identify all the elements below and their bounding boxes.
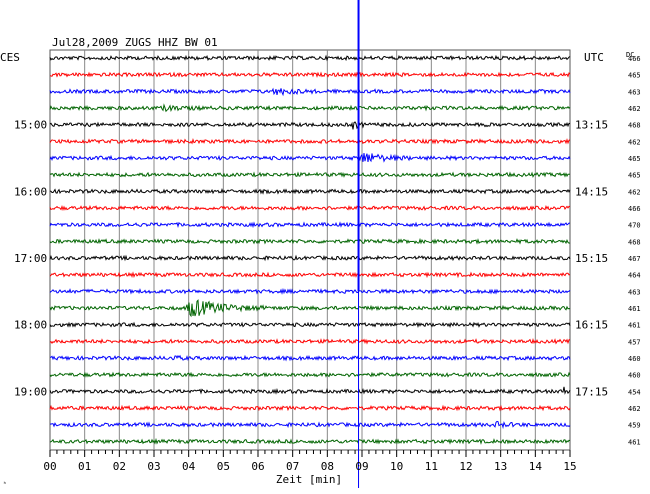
dc-value: 462 <box>628 405 641 413</box>
x-tick-label: 06 <box>251 460 264 473</box>
dc-header-label: DC <box>626 51 634 59</box>
dc-value: 465 <box>628 172 641 180</box>
trace-line <box>49 71 571 78</box>
trace-line <box>49 404 571 412</box>
x-tick-label: 07 <box>286 460 299 473</box>
dc-value: 454 <box>628 388 641 396</box>
x-tick-label: 04 <box>182 460 196 473</box>
trace-line <box>49 420 571 430</box>
dc-value: 461 <box>628 305 641 313</box>
trace-line <box>49 171 571 178</box>
trace-line <box>49 271 571 279</box>
x-tick-label: 15 <box>563 460 576 473</box>
right-time-label: 17:15 <box>575 385 608 398</box>
left-time-label: 19:00 <box>14 385 47 398</box>
dc-value: 468 <box>628 238 641 246</box>
trace-line <box>49 254 571 262</box>
trace-group <box>49 0 571 488</box>
right-time-label: 13:15 <box>575 119 608 132</box>
x-axis-label: Zeit [min] <box>276 473 342 486</box>
x-tick-label: 09 <box>355 460 368 473</box>
dc-value: 460 <box>628 355 641 363</box>
x-tick-label: 10 <box>390 460 403 473</box>
dc-value: 468 <box>628 122 641 130</box>
right-time-label: 15:15 <box>575 252 608 265</box>
x-tick-label: 11 <box>425 460 438 473</box>
trace-line <box>49 188 571 195</box>
right-timezone-label: UTC <box>584 51 604 64</box>
dc-value: 460 <box>628 372 641 380</box>
x-tick-label: 08 <box>321 460 334 473</box>
dc-value: 459 <box>628 422 641 430</box>
dc-value: 465 <box>628 72 641 80</box>
grid <box>49 49 571 451</box>
x-tick-label: 13 <box>494 460 507 473</box>
dc-value: 462 <box>628 138 641 146</box>
trace-line <box>49 299 571 318</box>
trace-line <box>49 120 571 130</box>
x-tick-label: 05 <box>217 460 230 473</box>
trace-line <box>49 103 571 113</box>
x-tick-label: 03 <box>147 460 160 473</box>
x-tick-label: 01 <box>78 460 91 473</box>
trace-line <box>49 437 571 445</box>
x-tick-label: 14 <box>529 460 543 473</box>
dc-value: 461 <box>628 322 641 330</box>
trace-line <box>49 221 570 229</box>
trace-line <box>49 237 571 245</box>
dc-value: 461 <box>628 438 641 446</box>
left-timezone-label: CES <box>0 51 20 64</box>
trace-line <box>50 354 571 362</box>
left-time-label: 18:00 <box>14 319 47 332</box>
trace-line <box>49 386 571 395</box>
dc-value: 466 <box>628 205 641 213</box>
x-tick-label: 12 <box>459 460 472 473</box>
x-tick-label: 02 <box>113 460 126 473</box>
trace-line <box>49 204 571 212</box>
x-axis: 00 01 02 03 04 05 06 07 08 09 10 11 12 13 14 15 <box>43 450 577 473</box>
dc-value: 464 <box>628 272 641 280</box>
label-group: 466 465 463 462 468 462 465 465 462 466 470 468 467 4… <box>14 55 641 446</box>
dc-value: 462 <box>628 188 641 196</box>
trace-line <box>49 138 571 145</box>
trace-line <box>49 338 571 345</box>
dc-value: 457 <box>628 338 641 346</box>
chart-title: Jul28,2009 ZUGS HHZ BW 01 <box>52 36 218 49</box>
trace-line <box>49 287 571 295</box>
x-tick-label: 00 <box>43 460 56 473</box>
trace-line <box>49 87 571 97</box>
dc-value: 462 <box>628 105 641 113</box>
plot-frame <box>49 49 571 451</box>
corner-mark: ʰ <box>3 481 7 488</box>
dc-value: 463 <box>628 288 641 296</box>
left-time-label: 17:00 <box>14 252 47 265</box>
dc-value: 463 <box>628 88 641 96</box>
left-time-label: 15:00 <box>14 119 47 132</box>
dc-value: 466 <box>628 55 641 63</box>
right-time-label: 16:15 <box>575 319 608 332</box>
dc-value: 465 <box>628 155 641 163</box>
trace-line <box>49 371 571 378</box>
right-time-label: 14:15 <box>575 185 608 198</box>
dc-value: 467 <box>628 255 641 263</box>
dc-value: 470 <box>628 222 641 230</box>
trace-line <box>49 321 571 329</box>
trace-line <box>49 152 571 163</box>
trace-line <box>49 54 571 62</box>
left-time-label: 16:00 <box>14 185 47 198</box>
